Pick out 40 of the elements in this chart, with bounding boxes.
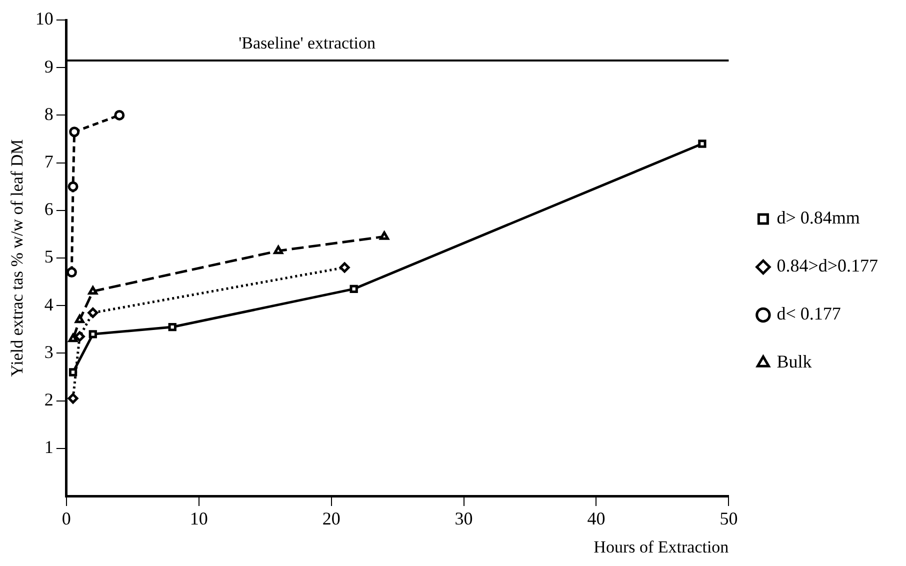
y-tick-label: 9 <box>44 56 54 76</box>
point <box>88 286 98 295</box>
y-tick-label: 2 <box>44 390 54 410</box>
y-axis-title: Yield extrac tas % w/w of leaf DM <box>8 139 27 377</box>
point <box>114 110 125 120</box>
point <box>74 331 85 342</box>
y-tick-label: 8 <box>44 104 54 124</box>
x-tick-label: 30 <box>454 508 473 529</box>
point <box>69 126 80 138</box>
x-tick-label: 0 <box>62 508 71 529</box>
point <box>68 181 78 192</box>
point <box>339 262 350 273</box>
point <box>274 246 284 254</box>
y-tick-label: 3 <box>44 342 54 362</box>
y-tick-label: 7 <box>44 152 54 172</box>
legend-label: d> 0.84mm <box>776 208 860 228</box>
x-tick-label: 10 <box>190 508 208 529</box>
y-tick-label: 4 <box>44 294 54 314</box>
point <box>68 334 78 342</box>
point <box>88 330 97 338</box>
x-tick-label: 40 <box>587 508 606 529</box>
point <box>168 322 176 332</box>
y-tick-label: 10 <box>35 8 54 29</box>
point <box>380 231 390 240</box>
legend-label: Bulk <box>776 352 812 372</box>
point <box>68 393 78 404</box>
legend-label: 0.84>d>0.177 <box>776 256 878 276</box>
point <box>698 140 706 148</box>
x-tick-label: 50 <box>720 508 738 529</box>
x-tick-label: 20 <box>322 508 340 529</box>
point <box>88 307 98 318</box>
x-axis-title: Hours of Extraction <box>594 537 730 556</box>
y-tick-label: 6 <box>44 199 54 220</box>
point <box>74 314 84 324</box>
ref-line-label: 'Baseline' extraction <box>238 33 376 52</box>
y-tick-label: 5 <box>44 246 54 267</box>
point <box>350 284 358 294</box>
point <box>66 267 77 278</box>
legend-label: d< 0.177 <box>776 304 841 324</box>
y-tick-label: 1 <box>44 437 54 458</box>
